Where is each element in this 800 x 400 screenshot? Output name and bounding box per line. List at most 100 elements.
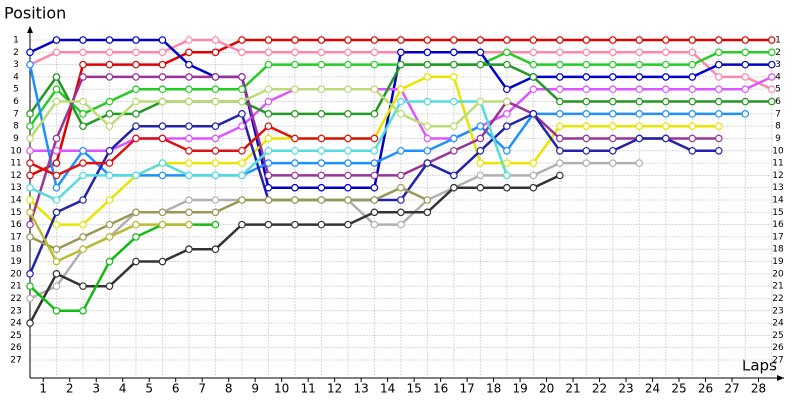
marker: [291, 146, 299, 155]
marker: [79, 245, 87, 254]
marker: [291, 134, 299, 143]
marker: [767, 48, 776, 57]
marker: [317, 146, 326, 155]
marker: [450, 146, 458, 155]
marker: [158, 48, 167, 57]
marker: [185, 171, 193, 180]
marker: [503, 122, 511, 130]
x-tick-label: 3: [92, 382, 100, 396]
x-tick-label: 27: [724, 382, 739, 396]
marker: [556, 97, 564, 106]
marker: [714, 36, 723, 44]
marker: [52, 159, 61, 167]
y-tick-label-right: 16: [772, 220, 784, 230]
marker: [105, 48, 114, 57]
marker: [397, 60, 405, 69]
marker: [635, 110, 644, 118]
marker: [370, 196, 379, 204]
marker: [397, 208, 405, 217]
marker: [397, 97, 405, 106]
marker: [185, 196, 193, 204]
marker: [52, 73, 61, 81]
series-line: [29, 124, 375, 177]
marker: [450, 73, 458, 81]
x-tick-label: 15: [406, 382, 421, 396]
marker: [476, 48, 485, 57]
marker: [158, 159, 167, 167]
marker: [264, 85, 273, 94]
marker: [238, 171, 246, 180]
marker: [26, 60, 34, 69]
marker: [238, 36, 246, 44]
x-tick-label: 2: [66, 382, 74, 396]
y-tick-label-right: 7: [775, 109, 781, 119]
marker: [344, 134, 352, 143]
marker: [132, 60, 140, 69]
y-tick-label: 6: [13, 97, 19, 107]
marker: [238, 220, 246, 229]
marker: [264, 146, 273, 155]
marker: [344, 171, 352, 180]
marker: [582, 73, 591, 81]
marker: [158, 73, 167, 81]
marker: [317, 171, 326, 180]
marker: [185, 122, 193, 130]
marker: [26, 196, 34, 204]
y-tick-label-right: 10: [772, 146, 784, 156]
x-tick-label: 23: [618, 382, 633, 396]
marker: [158, 85, 167, 94]
marker: [185, 208, 193, 217]
marker: [291, 196, 299, 204]
marker: [264, 110, 273, 118]
y-tick-label-right: 27: [772, 355, 783, 365]
y-tick-label: 12: [10, 171, 21, 181]
marker: [370, 110, 379, 118]
marker: [503, 183, 511, 192]
x-tick-label: 19: [512, 382, 527, 396]
marker: [52, 97, 61, 106]
marker: [397, 110, 405, 118]
marker: [264, 60, 273, 69]
marker: [211, 134, 220, 143]
marker: [52, 306, 61, 315]
marker: [132, 110, 140, 118]
marker: [79, 196, 87, 204]
marker: [609, 134, 617, 143]
marker: [238, 122, 246, 130]
marker: [476, 159, 485, 167]
marker: [370, 36, 379, 44]
marker: [635, 48, 644, 57]
marker: [714, 97, 723, 106]
marker: [132, 257, 140, 266]
y-tick-label: 13: [10, 183, 21, 193]
marker: [476, 97, 485, 106]
marker: [476, 146, 485, 155]
marker: [423, 122, 432, 130]
marker: [397, 220, 405, 229]
marker: [52, 196, 61, 204]
marker: [529, 171, 538, 180]
marker: [556, 159, 564, 167]
marker: [132, 208, 140, 217]
marker: [370, 134, 379, 143]
marker: [52, 220, 61, 229]
marker: [450, 122, 458, 130]
marker: [503, 171, 511, 180]
marker: [317, 134, 326, 143]
y-tick-label-right: 25: [772, 331, 783, 341]
marker: [741, 73, 750, 81]
marker: [370, 208, 379, 217]
marker: [132, 97, 140, 106]
marker: [26, 294, 34, 303]
marker: [370, 159, 379, 167]
marker: [688, 85, 697, 94]
x-tick-label: 16: [433, 382, 448, 396]
marker: [52, 183, 61, 192]
marker: [397, 183, 405, 192]
marker: [52, 208, 61, 217]
marker: [423, 146, 432, 155]
x-tick-label: 22: [592, 382, 607, 396]
y-tick-label: 7: [13, 109, 19, 119]
y-tick-label-right: 13: [772, 183, 783, 193]
y-tick-label: 2: [13, 48, 19, 58]
